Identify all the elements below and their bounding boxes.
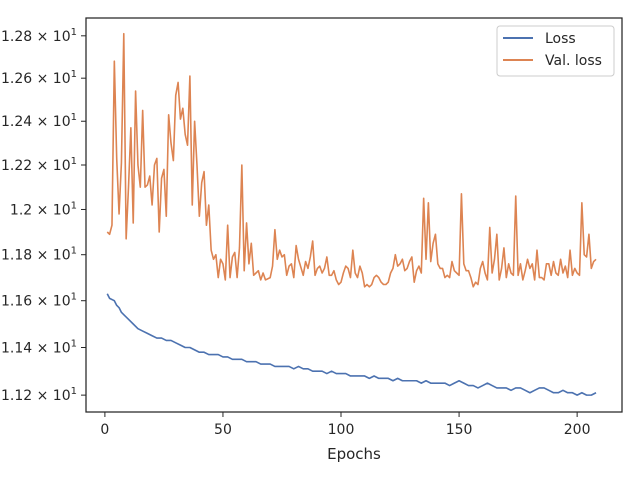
y-tick-label: 1.28 × 101 [1, 27, 77, 45]
y-axis-ticks: 1.12 × 101 1.14 × 101 1.16 × 101 1.18 × 101… [1, 27, 86, 404]
x-tick-label: 50 [214, 422, 232, 438]
y-tick-label: 1.2 × 101 [10, 200, 77, 218]
y-tick-label: 1.16 × 101 [1, 292, 77, 310]
y-tick-label: 1.14 × 101 [1, 339, 77, 357]
x-axis-ticks: 0 50 100 150 200 [100, 412, 591, 438]
y-tick-label: 1.24 × 101 [1, 112, 77, 130]
series-layer [106, 32, 597, 396]
x-axis-label: Epochs [327, 445, 381, 463]
legend-label-val-loss: Val. loss [545, 53, 602, 69]
legend-label-loss: Loss [545, 31, 576, 47]
series-line-val-loss [106, 32, 597, 288]
y-tick-label: 1.26 × 101 [1, 69, 77, 87]
plot-frame [85, 17, 623, 413]
legend: Loss Val. loss [496, 25, 615, 77]
x-tick-label: 200 [564, 422, 591, 438]
y-tick-label: 1.22 × 101 [1, 156, 77, 174]
series-line-loss [106, 293, 597, 396]
y-tick-label: 1.18 × 101 [1, 246, 77, 264]
x-tick-label: 150 [446, 422, 473, 438]
x-tick-label: 100 [328, 422, 355, 438]
y-tick-label: 1.12 × 101 [1, 386, 77, 404]
x-tick-label: 0 [100, 422, 109, 438]
plot-area [86, 18, 622, 412]
